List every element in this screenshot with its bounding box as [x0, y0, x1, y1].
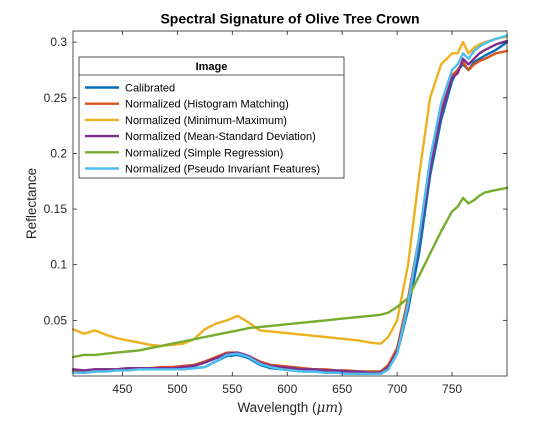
y-tick-label: 0.25	[44, 91, 68, 105]
legend-label-1: Calibrated	[125, 83, 175, 95]
series-line-3	[71, 35, 509, 348]
x-axis-label-close: )	[338, 400, 343, 415]
y-tick-label: 0.3	[50, 35, 67, 49]
legend-label-6: Normalized (Pseudo Invariant Features)	[125, 164, 320, 176]
x-tick-label: 600	[277, 382, 297, 396]
x-tick-label: 550	[222, 382, 242, 396]
legend-label-2: Normalized (Histogram Matching)	[125, 99, 289, 111]
x-tick-label: 750	[442, 382, 462, 396]
y-axis-label: Reflectance	[24, 168, 39, 239]
legend-box	[78, 56, 345, 179]
axes-box	[72, 30, 508, 377]
series-line-6	[71, 34, 509, 375]
x-tick-label: 650	[332, 382, 352, 396]
legend-label-3: Normalized (Minimum-Maximum)	[125, 115, 287, 127]
y-tick-label: 0.1	[50, 258, 67, 272]
series-layer	[71, 34, 509, 375]
y-tick-label: 0.15	[44, 202, 68, 216]
legend-title: Image	[196, 61, 228, 73]
x-axis-label-unit: μm	[316, 400, 338, 416]
x-axis-label: Wavelength (μm)	[237, 400, 342, 416]
chart-title: Spectral Signature of Olive Tree Crown	[160, 11, 419, 27]
x-tick-label: 450	[112, 382, 132, 396]
legend-label-4: Normalized (Mean-Standard Deviation)	[125, 131, 316, 143]
y-tick-label: 0.2	[50, 146, 67, 160]
legend: Image Calibrated Normalized (Histogram Ma…	[78, 56, 345, 179]
legend-label-5: Normalized (Simple Regression)	[125, 147, 283, 159]
y-ticks: 0.05 0.1 0.15 0.2 0.25 0.3	[44, 35, 507, 327]
series-line-5	[71, 186, 509, 359]
x-ticks: 450 500 550 600 650 700 750	[112, 31, 462, 396]
x-axis-label-text: Wavelength (	[237, 400, 317, 415]
x-tick-label: 700	[387, 382, 407, 396]
y-tick-label: 0.05	[44, 313, 68, 327]
x-tick-label: 500	[167, 382, 187, 396]
legend-entries: Calibrated Normalized (Histogram Matching…	[85, 83, 320, 176]
